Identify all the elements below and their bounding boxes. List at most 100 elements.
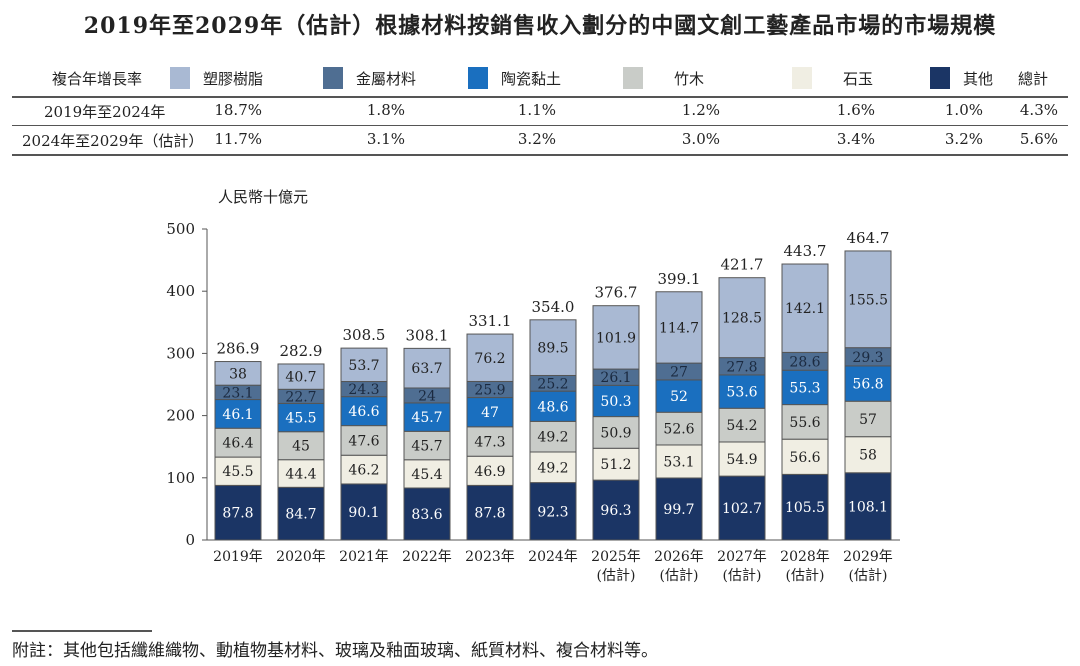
- data-label: 56.6: [789, 450, 820, 466]
- cagr-cell: 3.2%: [517, 130, 556, 148]
- data-label: 52.6: [663, 422, 694, 438]
- x-tick-label: 2019年: [213, 549, 263, 565]
- data-label: 25.2: [537, 376, 568, 392]
- data-label: 53.7: [348, 358, 379, 374]
- data-label: 51.2: [600, 457, 631, 473]
- cagr-cell: 11.7%: [214, 130, 262, 148]
- bar-segment: [844, 365, 892, 402]
- bar-segment: [214, 456, 262, 486]
- data-label: 55.3: [789, 380, 820, 396]
- bar-segment: [592, 447, 640, 481]
- data-label: 105.5: [785, 500, 825, 516]
- data-label: 56.8: [852, 377, 883, 393]
- page-title: 2019年至2029年（估計）根據材料按銷售收入劃分的中國文創工藝產品市場的市場…: [83, 13, 997, 39]
- data-label: 47.3: [474, 435, 505, 451]
- data-label: 52: [670, 389, 688, 405]
- y-tick-label: 500: [166, 220, 195, 238]
- y-axis-label: 人民幣十億元: [218, 188, 309, 206]
- x-tick-label: (估計): [786, 568, 825, 584]
- data-label: 23.1: [222, 385, 253, 401]
- data-label: 46.1: [222, 407, 253, 423]
- data-label: 29.3: [852, 350, 883, 366]
- total-label: 354.0: [532, 298, 575, 316]
- bar-segment: [403, 459, 451, 489]
- legend-swatch: [323, 67, 343, 89]
- bar-segment: [592, 305, 640, 370]
- x-tick-label: 2029年: [843, 549, 893, 565]
- bar-segment: [781, 438, 829, 475]
- x-tick-label: (估計): [597, 568, 636, 584]
- data-label: 45: [292, 439, 310, 455]
- cagr-cell: 1.2%: [681, 101, 720, 119]
- data-label: 99.7: [663, 502, 694, 518]
- data-label: 45.4: [411, 467, 442, 483]
- y-tick-label: 0: [185, 531, 195, 549]
- data-label: 83.6: [411, 507, 442, 523]
- data-label: 57: [859, 412, 877, 428]
- bar-segment: [277, 459, 325, 488]
- data-label: 108.1: [848, 499, 888, 515]
- y-tick-label: 400: [166, 282, 195, 300]
- cagr-cell: 1.6%: [836, 101, 875, 119]
- legend-label: 金屬材料: [356, 70, 417, 88]
- legend-swatch: [468, 67, 488, 89]
- bar-segment: [214, 427, 262, 458]
- x-tick-label: 2028年: [780, 549, 830, 565]
- data-label: 22.7: [285, 389, 316, 405]
- bar-segment: [466, 484, 514, 541]
- legend-label: 陶瓷黏土: [501, 70, 562, 88]
- bar-segment: [403, 430, 451, 461]
- legend-swatch: [792, 67, 812, 89]
- x-tick-label: 2021年: [339, 549, 389, 565]
- cagr-row-label: 2024年至2029年（估計）: [22, 132, 204, 150]
- bar-segment: [214, 484, 262, 541]
- data-label: 92.3: [537, 504, 568, 520]
- data-label: 46.9: [474, 464, 505, 480]
- x-tick-label: 2027年: [717, 549, 767, 565]
- cagr-cell: 3.1%: [366, 130, 405, 148]
- data-label: 58: [859, 448, 877, 464]
- data-label: 49.2: [537, 430, 568, 446]
- data-label: 45.5: [285, 411, 316, 427]
- data-label: 25.9: [474, 383, 505, 399]
- bar-segment: [844, 400, 892, 438]
- bar-segment: [844, 472, 892, 541]
- bar-segment: [529, 451, 577, 484]
- x-tick-label: (估計): [723, 568, 762, 584]
- bar-segment: [655, 411, 703, 446]
- total-label: 331.1: [469, 312, 512, 330]
- data-label: 63.7: [411, 361, 442, 377]
- data-label: 26.1: [600, 370, 631, 386]
- x-tick-label: (估計): [849, 568, 888, 584]
- bar-segment: [781, 263, 829, 353]
- cagr-cell: 4.3%: [1019, 101, 1058, 119]
- data-label: 47: [481, 405, 499, 421]
- data-label: 89.5: [537, 341, 568, 357]
- x-tick-label: 2023年: [465, 549, 515, 565]
- bar-segment: [718, 441, 766, 477]
- legend-label: 竹木: [674, 70, 705, 88]
- cagr-cell: 3.0%: [681, 130, 720, 148]
- bar-segment: [781, 404, 829, 440]
- data-label: 47.6: [348, 433, 379, 449]
- data-label: 45.7: [411, 439, 442, 455]
- data-label: 114.7: [659, 320, 699, 336]
- cagr-header: 複合年增長率: [52, 70, 143, 88]
- total-label: 376.7: [595, 284, 638, 302]
- bar-segment: [340, 454, 388, 485]
- bar-segment: [277, 402, 325, 433]
- table-rule: [12, 125, 1068, 126]
- table-rule: [12, 154, 1068, 156]
- y-tick-label: 200: [166, 407, 195, 425]
- cagr-cell: 3.4%: [836, 130, 875, 148]
- bar-segment: [529, 319, 577, 376]
- bar-segment: [655, 291, 703, 364]
- data-label: 142.1: [785, 301, 825, 317]
- x-tick-label: 2026年: [654, 549, 704, 565]
- data-label: 24.3: [348, 382, 379, 398]
- x-tick-label: 2025年: [591, 549, 641, 565]
- data-label: 24: [418, 388, 436, 404]
- data-label: 101.9: [596, 330, 636, 346]
- data-label: 90.1: [348, 505, 379, 521]
- total-label: 464.7: [847, 229, 890, 247]
